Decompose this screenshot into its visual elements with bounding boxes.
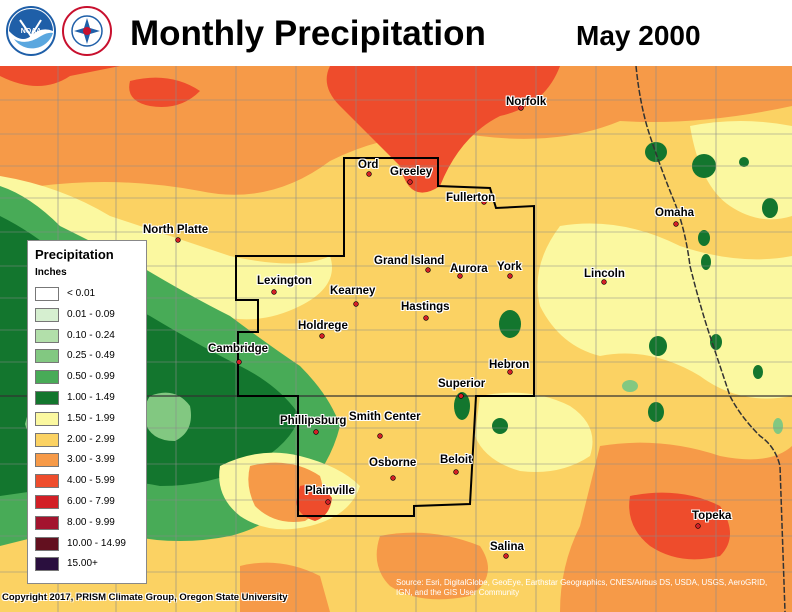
city-label-topeka: Topeka	[692, 510, 732, 522]
legend-item: 0.50 - 0.99	[35, 370, 143, 386]
city-label-york: York	[497, 261, 522, 273]
legend-label: 15.00+	[67, 558, 98, 570]
city-label-fullerton: Fullerton	[446, 192, 496, 204]
legend-units: Inches	[35, 267, 67, 278]
cwa-outline	[235, 157, 535, 517]
city-label-cambridge: Cambridge	[208, 343, 269, 355]
legend-item: 0.25 - 0.49	[35, 349, 143, 365]
city-label-ord: Ord	[358, 159, 379, 171]
page-title: Monthly Precipitation	[130, 14, 486, 53]
city-label-kearney: Kearney	[330, 285, 376, 297]
legend-swatch	[35, 515, 59, 530]
legend-swatch	[35, 349, 59, 364]
legend-label: 3.00 - 3.99	[67, 454, 115, 466]
city-label-holdrege: Holdrege	[298, 320, 348, 332]
city-label-grand-island: Grand Island	[374, 255, 445, 267]
noaa-logo-text: NOAA	[21, 28, 42, 35]
city-label-lincoln: Lincoln	[584, 268, 625, 280]
source-line-1: Source: Esri, DigitalGlobe, GeoEye, Eart…	[396, 578, 768, 587]
legend-item: 15.00+	[35, 557, 143, 573]
legend-label: 2.00 - 2.99	[67, 433, 115, 445]
legend-label: 0.01 - 0.09	[67, 308, 115, 320]
legend-label: 0.10 - 0.24	[67, 329, 115, 341]
city-label-hebron: Hebron	[489, 359, 530, 371]
legend-item: < 0.01	[35, 287, 143, 303]
zone-yellow-east	[537, 223, 792, 399]
legend-swatch	[35, 391, 59, 405]
source-line-2: IGN, and the GIS User Community	[396, 588, 520, 597]
city-label-osborne: Osborne	[369, 457, 417, 469]
source-attribution: Source: Esri, DigitalGlobe, GeoEye, Eart…	[396, 578, 788, 598]
legend-label: 1.50 - 1.99	[67, 412, 115, 424]
zone-north-red	[326, 66, 560, 193]
legend-item: 1.50 - 1.99	[35, 411, 143, 428]
legend-item: 4.00 - 5.99	[35, 474, 143, 490]
city-label-smith-center: Smith Center	[349, 411, 421, 423]
city-label-beloit: Beloit	[440, 454, 472, 466]
legend-label: 0.50 - 0.99	[67, 371, 115, 383]
city-label-lexington: Lexington	[257, 275, 312, 287]
legend-label: 10.00 - 14.99	[67, 537, 126, 549]
legend-label: 8.00 - 9.99	[67, 516, 115, 528]
copyright-text: Copyright 2017, PRISM Climate Group, Ore…	[2, 592, 288, 603]
missouri-river	[635, 66, 786, 612]
zone-yellow-west	[0, 176, 332, 320]
noaa-logo: NOAA	[6, 6, 56, 56]
legend-item: 8.00 - 9.99	[35, 515, 143, 532]
legend-swatch	[35, 411, 59, 426]
legend-item: 0.01 - 0.09	[35, 307, 143, 324]
legend-item: 6.00 - 7.99	[35, 495, 143, 511]
city-label-norfolk: Norfolk	[506, 96, 547, 108]
city-label-aurora: Aurora	[450, 263, 488, 275]
legend-label: 6.00 - 7.99	[67, 496, 115, 507]
legend-swatch	[35, 287, 59, 301]
city-label-hastings: Hastings	[401, 301, 450, 313]
legend-swatch	[35, 453, 59, 468]
legend-swatch	[35, 474, 59, 489]
legend-swatch	[35, 536, 59, 551]
legend-item: 10.00 - 14.99	[35, 536, 143, 553]
map-date: May 2000	[576, 20, 701, 51]
city-label-north-platte: North Platte	[143, 224, 209, 236]
legend-swatch	[35, 307, 59, 322]
city-markers	[175, 105, 701, 559]
legend-title: Precipitation	[35, 247, 114, 262]
city-label-omaha: Omaha	[655, 207, 694, 219]
legend-item: 1.00 - 1.49	[35, 391, 143, 407]
city-label-superior: Superior	[438, 378, 486, 390]
city-label-salina: Salina	[490, 541, 524, 553]
header-bar: NOAA Monthly Precipitation May 2000	[0, 0, 792, 66]
legend-item: 2.00 - 2.99	[35, 432, 143, 449]
legend-panel: Precipitation Inches < 0.01 0.01 - 0.09 0.…	[27, 240, 147, 584]
legend-item: 3.00 - 3.99	[35, 453, 143, 469]
city-label-plainville: Plainville	[305, 485, 355, 497]
legend-swatch	[35, 432, 59, 447]
legend-label: 1.00 - 1.49	[67, 392, 115, 403]
legend-swatch	[35, 370, 59, 385]
city-label-phillipsburg: Phillipsburg	[280, 415, 347, 427]
city-label-greeley: Greeley	[390, 166, 433, 178]
legend-swatch	[35, 328, 59, 343]
legend-item: 0.10 - 0.24	[35, 328, 143, 345]
legend-swatch	[35, 495, 59, 509]
legend-label: 0.25 - 0.49	[67, 350, 115, 362]
legend-label: 4.00 - 5.99	[67, 475, 115, 487]
legend-label: < 0.01	[67, 288, 96, 299]
legend-swatch	[35, 557, 59, 572]
nws-logo	[62, 6, 112, 56]
